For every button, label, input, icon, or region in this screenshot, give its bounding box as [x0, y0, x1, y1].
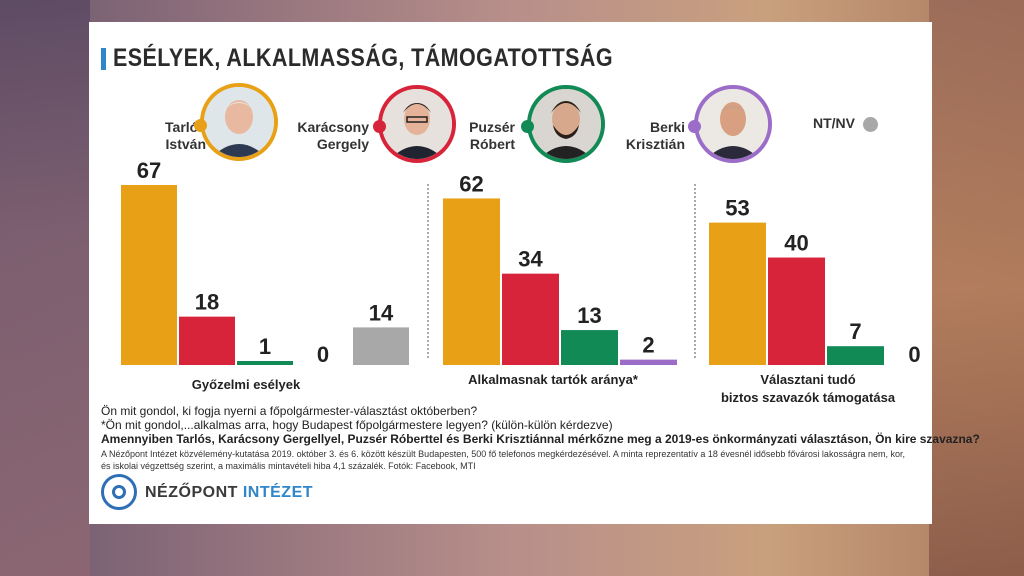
value-label-2-2: 34 — [518, 247, 543, 272]
value-label-1-3: 1 — [259, 334, 271, 359]
karacsony-photo — [378, 85, 456, 163]
methodology-line-1: A Nézőpont Intézet közvélemény-kutatása … — [101, 449, 905, 459]
bar-2-3 — [561, 330, 618, 365]
ntnv-color-dot — [863, 117, 878, 132]
value-label-3-2: 40 — [784, 231, 808, 256]
candidate-name-berki: Berki Krisztián — [625, 119, 685, 152]
value-label-2-4: 2 — [642, 333, 654, 358]
nezopont-logo-icon — [101, 474, 137, 510]
tarlos-color-dot — [194, 119, 207, 132]
value-label-2-1: 62 — [459, 171, 483, 196]
bar-3-1 — [709, 222, 766, 365]
value-label-1-1: 67 — [137, 158, 161, 183]
panel-title-1: Győzelmi esélyek — [192, 377, 301, 392]
berki-photo — [694, 85, 772, 163]
berki-color-dot — [688, 120, 701, 133]
bar-charts: 67 18 1 0 14 62 34 13 2 53 40 7 0 Győzelmi esélyek A… — [121, 158, 921, 405]
panel-title-2: Alkalmasnak tartók aránya* — [468, 372, 639, 387]
value-label-3-1: 53 — [725, 196, 749, 221]
bar-3-2 — [768, 257, 825, 365]
panel-title-3-line2: biztos szavazók támogatása — [721, 390, 896, 405]
background-right — [929, 0, 1024, 576]
bar-1-1 — [121, 185, 177, 365]
infographic-card: ESÉLYEK, ALKALMASSÁG, TÁMOGATOTTSÁG Tarl… — [89, 22, 980, 524]
panel-title-3-line1: Választani tudó — [760, 372, 855, 387]
tarlos-photo — [200, 83, 278, 161]
value-label-3-3: 7 — [849, 319, 861, 344]
puzser-color-dot — [521, 120, 534, 133]
ntnv-label: NT/NV — [813, 115, 855, 131]
bar-1-2 — [179, 316, 235, 365]
title-accent-bar — [101, 48, 106, 70]
background-left — [0, 0, 90, 576]
page-title: ESÉLYEK, ALKALMASSÁG, TÁMOGATOTTSÁG — [113, 44, 614, 72]
logo-text: NÉZŐPONT INTÉZET — [145, 484, 314, 501]
candidate-name-puzser: Puzsér Róbert — [469, 119, 515, 152]
methodology-line-2: és iskolai végzettség szerint, a maximál… — [101, 461, 476, 471]
bar-2-1 — [443, 198, 500, 365]
question-2: *Ön mit gondol,...alkalmas arra, hogy Bu… — [101, 418, 613, 432]
value-label-1-5: 14 — [369, 300, 394, 325]
value-label-1-4: 0 — [317, 342, 329, 367]
bar-1-5 — [353, 327, 409, 365]
value-label-1-2: 18 — [195, 290, 219, 315]
bar-2-4 — [620, 359, 677, 365]
candidate-name-karacsony: Karácsony Gergely — [297, 119, 369, 152]
question-1: Ön mit gondol, ki fogja nyerni a főpolgá… — [101, 404, 478, 418]
bar-3-3 — [827, 346, 884, 365]
bar-2-2 — [502, 273, 559, 365]
value-label-2-3: 13 — [577, 303, 601, 328]
karacsony-color-dot — [373, 120, 386, 133]
question-3: Amennyiben Tarlós, Karácsony Gergellyel,… — [101, 432, 980, 446]
bar-1-3 — [237, 361, 293, 365]
value-label-3-4: 0 — [908, 342, 920, 367]
